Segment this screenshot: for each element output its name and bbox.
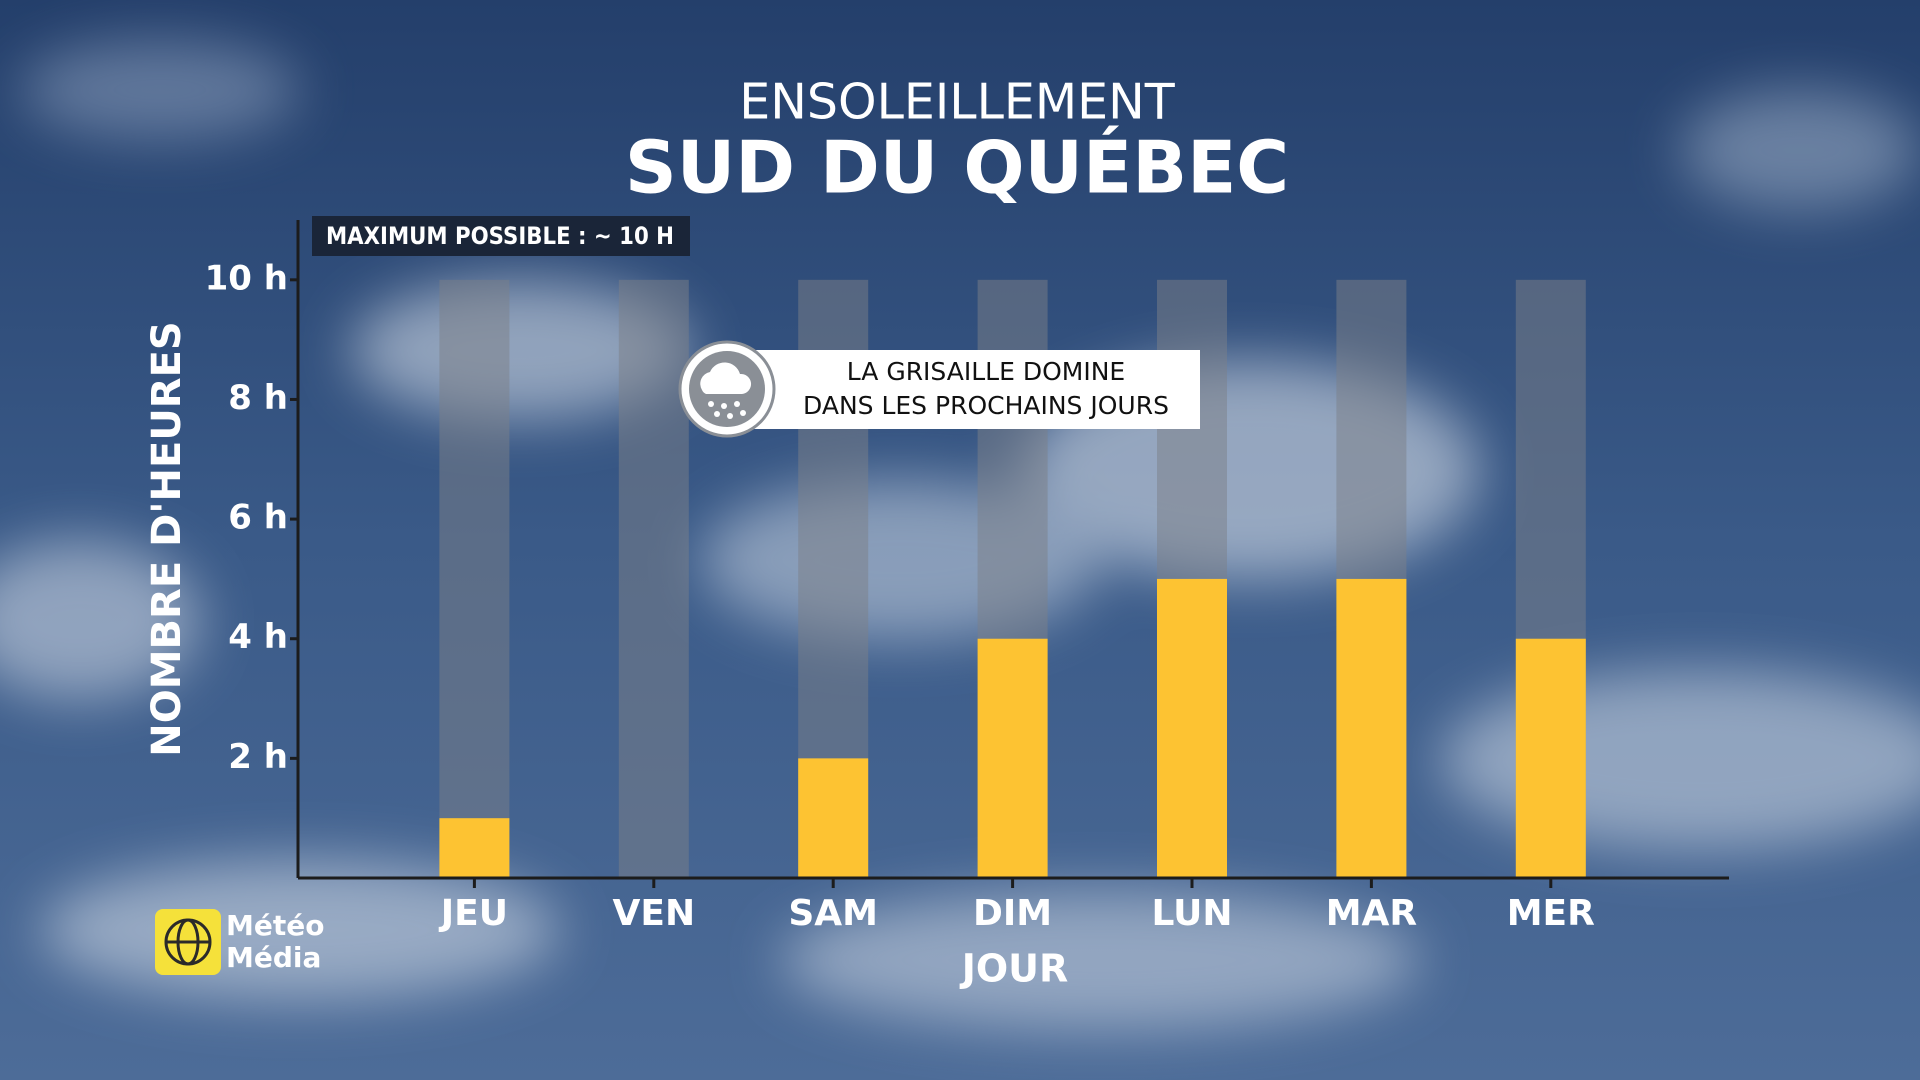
x-axis-title: JOUR <box>959 947 1069 991</box>
y-tick-label: 6 h <box>228 498 288 538</box>
bar <box>977 638 1048 878</box>
callout: LA GRISAILLE DOMINE DANS LES PROCHAINS J… <box>678 340 1200 438</box>
y-tick-label: 10 h <box>205 258 288 298</box>
bar <box>439 818 510 878</box>
bar <box>1157 578 1227 878</box>
logo-text: Média <box>226 941 321 974</box>
logo: Météo Média <box>155 909 324 975</box>
x-tick-label: JEU <box>438 893 508 934</box>
rain-drops <box>708 401 746 419</box>
y-tick-label: 4 h <box>228 617 288 657</box>
x-tick-label: SAM <box>788 893 878 934</box>
y-tick-label: 2 h <box>228 737 288 777</box>
x-tick-label: DIM <box>973 893 1052 934</box>
chart-subtitle: SUD DU QUÉBEC <box>625 126 1289 210</box>
y-axis-title: NOMBRE D'HEURES <box>144 321 190 757</box>
max-bar <box>618 279 689 878</box>
annotation: MAXIMUM POSSIBLE : ~ 10 H <box>326 222 674 250</box>
x-tick-label: MER <box>1507 893 1595 934</box>
bar <box>1515 638 1586 878</box>
x-tick-label: LUN <box>1151 893 1232 934</box>
logo-text: Météo <box>226 909 324 942</box>
y-tick-label: 8 h <box>228 378 288 418</box>
callout-line: DANS LES PROCHAINS JOURS <box>803 391 1169 420</box>
callout-line: LA GRISAILLE DOMINE <box>847 357 1125 386</box>
callout-box <box>752 350 1200 429</box>
x-tick-label: VEN <box>613 893 696 934</box>
bar <box>798 758 869 878</box>
annotation-box <box>312 216 690 256</box>
chart-title: ENSOLEILLEMENT <box>739 74 1175 131</box>
logo-globe <box>164 918 212 966</box>
x-tick-label: MAR <box>1326 893 1417 934</box>
max-bar <box>439 279 510 878</box>
rain-cloud-icon <box>700 362 752 394</box>
bar <box>1336 578 1407 878</box>
